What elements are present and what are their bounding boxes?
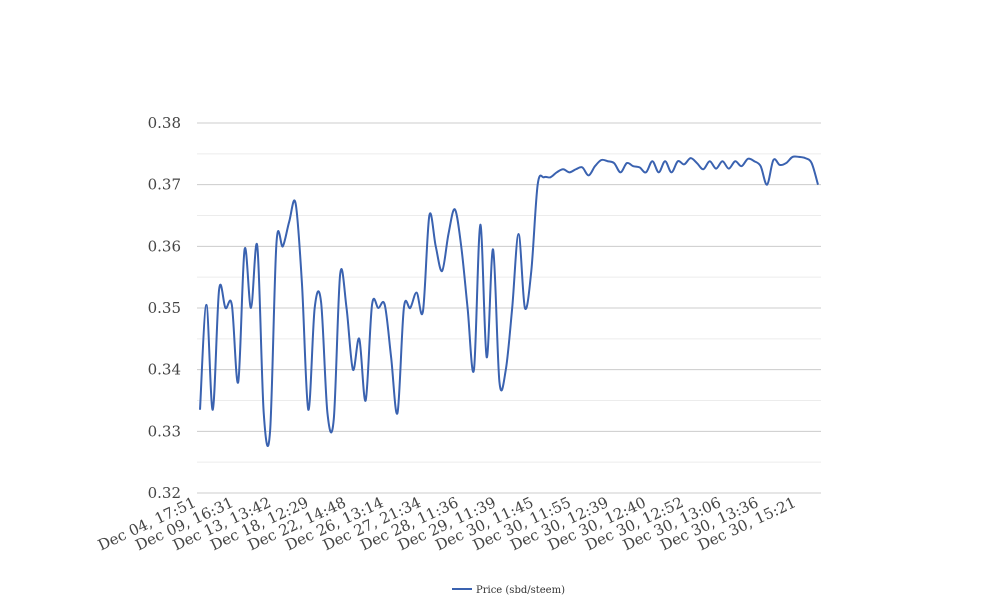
legend-label: Price (sbd/steem) bbox=[476, 585, 565, 596]
gridlines bbox=[197, 122, 821, 494]
y-tick-label: 0.33 bbox=[148, 422, 181, 440]
y-tick-label: 0.34 bbox=[148, 361, 181, 379]
legend: Price (sbd/steem) bbox=[452, 585, 565, 596]
y-tick-label: 0.37 bbox=[148, 176, 181, 194]
series-lines bbox=[199, 155, 819, 447]
y-tick-label: 0.35 bbox=[148, 299, 181, 317]
y-axis-labels: 0.32 0.33 0.34 0.35 0.36 0.37 0.38 bbox=[148, 114, 181, 502]
y-tick-label: 0.38 bbox=[148, 114, 181, 132]
y-tick-label: 0.32 bbox=[148, 484, 181, 502]
y-tick-label: 0.36 bbox=[148, 237, 181, 255]
series-line bbox=[199, 155, 819, 447]
